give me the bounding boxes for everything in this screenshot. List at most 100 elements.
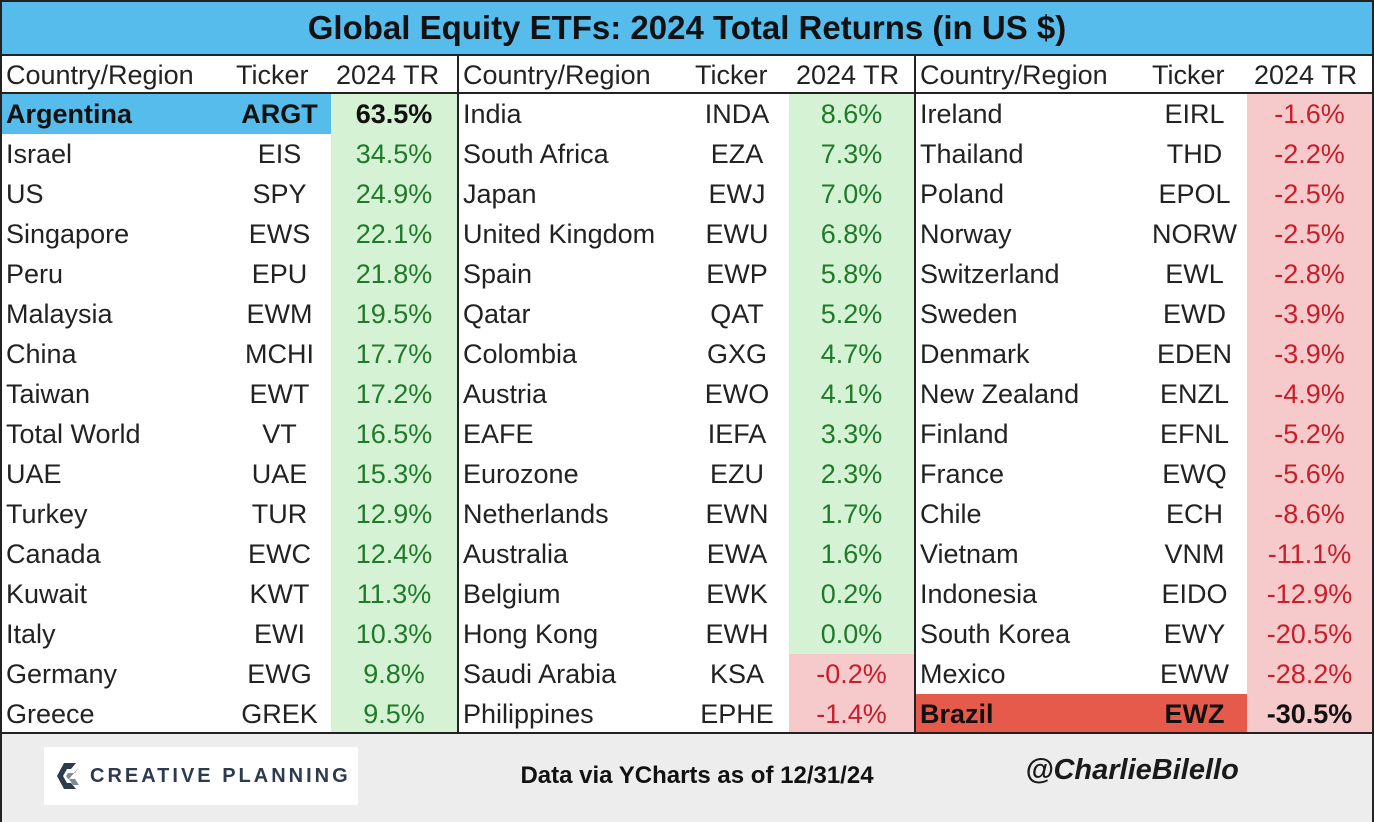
country-cell: China bbox=[6, 339, 77, 369]
table-row: Eurozone EZU 2.3% bbox=[459, 454, 914, 494]
country-cell: Finland bbox=[920, 419, 1009, 449]
table-row: Indonesia EIDO -12.9% bbox=[916, 574, 1372, 614]
ticker-cell: IEFA bbox=[707, 419, 767, 449]
country-cell: EAFE bbox=[463, 419, 534, 449]
ticker-cell: EWN bbox=[705, 499, 769, 529]
table-row: Philippines EPHE -1.4% bbox=[459, 694, 914, 734]
return-cell: -11.1% bbox=[1247, 534, 1372, 574]
ticker-cell: EIDO bbox=[1161, 579, 1228, 609]
country-cell: Switzerland bbox=[920, 259, 1060, 289]
ticker-cell: THD bbox=[1166, 139, 1223, 169]
return-cell: 9.5% bbox=[331, 694, 457, 734]
country-cell: New Zealand bbox=[920, 379, 1080, 409]
ticker-cell: EWM bbox=[246, 299, 313, 329]
table-row: Japan EWJ 7.0% bbox=[459, 174, 914, 214]
table-row: Canada EWC 12.4% bbox=[2, 534, 457, 574]
ticker-cell: EIRL bbox=[1164, 99, 1225, 129]
table-row: Sweden EWD -3.9% bbox=[916, 294, 1372, 334]
ticker-cell: EWA bbox=[706, 539, 768, 569]
table-row: EAFE IEFA 3.3% bbox=[459, 414, 914, 454]
return-cell: 0.2% bbox=[789, 574, 914, 614]
return-cell: 19.5% bbox=[331, 294, 457, 334]
ticker-cell: TUR bbox=[251, 499, 308, 529]
ticker-cell: EWW bbox=[1160, 659, 1229, 689]
country-cell: Qatar bbox=[463, 299, 531, 329]
ticker-cell: EWY bbox=[1163, 619, 1226, 649]
ticker-cell: EWJ bbox=[708, 179, 766, 209]
return-cell: 8.6% bbox=[789, 94, 914, 134]
table-row: Turkey TUR 12.9% bbox=[2, 494, 457, 534]
rows: Argentina ARGT 63.5% Israel EIS 34.5% US SPY 24.… bbox=[2, 94, 457, 734]
ticker-cell: EPHE bbox=[700, 699, 774, 729]
header-country: Country/Region bbox=[920, 60, 1108, 90]
table-row: Netherlands EWN 1.7% bbox=[459, 494, 914, 534]
ticker-cell: EWD bbox=[1163, 299, 1226, 329]
table-panel-2: Country/Region Ticker 2024 TR India INDA 8… bbox=[459, 56, 916, 734]
table-panel-1: Country/Region Ticker 2024 TR Argentina A… bbox=[2, 56, 459, 734]
return-cell: 15.3% bbox=[331, 454, 457, 494]
table-row: Thailand THD -2.2% bbox=[916, 134, 1372, 174]
table-row: Switzerland EWL -2.8% bbox=[916, 254, 1372, 294]
header-ticker: Ticker bbox=[236, 60, 309, 90]
ticker-cell: EWS bbox=[248, 219, 311, 249]
ticker-cell: EWL bbox=[1165, 259, 1224, 289]
table-row: Germany EWG 9.8% bbox=[2, 654, 457, 694]
return-cell: 1.7% bbox=[789, 494, 914, 534]
country-cell: Taiwan bbox=[6, 379, 91, 409]
return-cell: 10.3% bbox=[331, 614, 457, 654]
ticker-cell: EDEN bbox=[1156, 339, 1232, 369]
country-cell: Denmark bbox=[920, 339, 1030, 369]
country-cell: South Korea bbox=[920, 619, 1071, 649]
ticker-cell: EPU bbox=[251, 259, 308, 289]
return-cell: 7.0% bbox=[789, 174, 914, 214]
country-cell: Brazil bbox=[916, 694, 1142, 734]
country-cell: France bbox=[920, 459, 1005, 489]
return-cell: 24.9% bbox=[331, 174, 457, 214]
table-row: Australia EWA 1.6% bbox=[459, 534, 914, 574]
column-header-row: Country/Region Ticker 2024 TR bbox=[459, 56, 914, 94]
table-row: Poland EPOL -2.5% bbox=[916, 174, 1372, 214]
header-return: 2024 TR bbox=[796, 60, 900, 90]
ticker-cell: SPY bbox=[252, 179, 307, 209]
rows: Ireland EIRL -1.6% Thailand THD -2.2% Poland EP… bbox=[916, 94, 1372, 734]
return-cell: 12.4% bbox=[331, 534, 457, 574]
country-cell: India bbox=[463, 99, 522, 129]
table-row: Malaysia EWM 19.5% bbox=[2, 294, 457, 334]
ticker-cell: EWT bbox=[249, 379, 310, 409]
country-cell: South Africa bbox=[463, 139, 609, 169]
ticker-cell: MCHI bbox=[245, 339, 314, 369]
table-row: Italy EWI 10.3% bbox=[2, 614, 457, 654]
country-cell: Ireland bbox=[920, 99, 1003, 129]
ticker-cell: EZU bbox=[710, 459, 764, 489]
ticker-cell: EZA bbox=[710, 139, 764, 169]
country-cell: Saudi Arabia bbox=[463, 659, 617, 689]
country-cell: Canada bbox=[6, 539, 101, 569]
ticker-cell: ARGT bbox=[228, 94, 331, 134]
table-row: United Kingdom EWU 6.8% bbox=[459, 214, 914, 254]
return-cell: 12.9% bbox=[331, 494, 457, 534]
return-cell: 2.3% bbox=[789, 454, 914, 494]
return-cell: 1.6% bbox=[789, 534, 914, 574]
country-cell: Norway bbox=[920, 219, 1012, 249]
country-cell: Germany bbox=[6, 659, 118, 689]
country-cell: Spain bbox=[463, 259, 533, 289]
table-row: US SPY 24.9% bbox=[2, 174, 457, 214]
ticker-cell: EWP bbox=[706, 259, 768, 289]
ticker-cell: KWT bbox=[249, 579, 310, 609]
country-cell: Netherlands bbox=[463, 499, 609, 529]
country-cell: Hong Kong bbox=[463, 619, 599, 649]
ticker-cell: EWO bbox=[704, 379, 770, 409]
table-row: Finland EFNL -5.2% bbox=[916, 414, 1372, 454]
country-cell: Total World bbox=[6, 419, 141, 449]
table-row: South Africa EZA 7.3% bbox=[459, 134, 914, 174]
return-cell: -3.9% bbox=[1247, 294, 1372, 334]
table-row: Argentina ARGT 63.5% bbox=[2, 94, 457, 134]
chart-title: Global Equity ETFs: 2024 Total Returns (… bbox=[2, 2, 1372, 56]
return-cell: 0.0% bbox=[789, 614, 914, 654]
table-row: Kuwait KWT 11.3% bbox=[2, 574, 457, 614]
table-row: New Zealand ENZL -4.9% bbox=[916, 374, 1372, 414]
author-handle: @CharlieBilello bbox=[1025, 754, 1239, 786]
return-cell: -1.6% bbox=[1247, 94, 1372, 134]
table-row: Denmark EDEN -3.9% bbox=[916, 334, 1372, 374]
return-cell: 63.5% bbox=[331, 94, 457, 134]
